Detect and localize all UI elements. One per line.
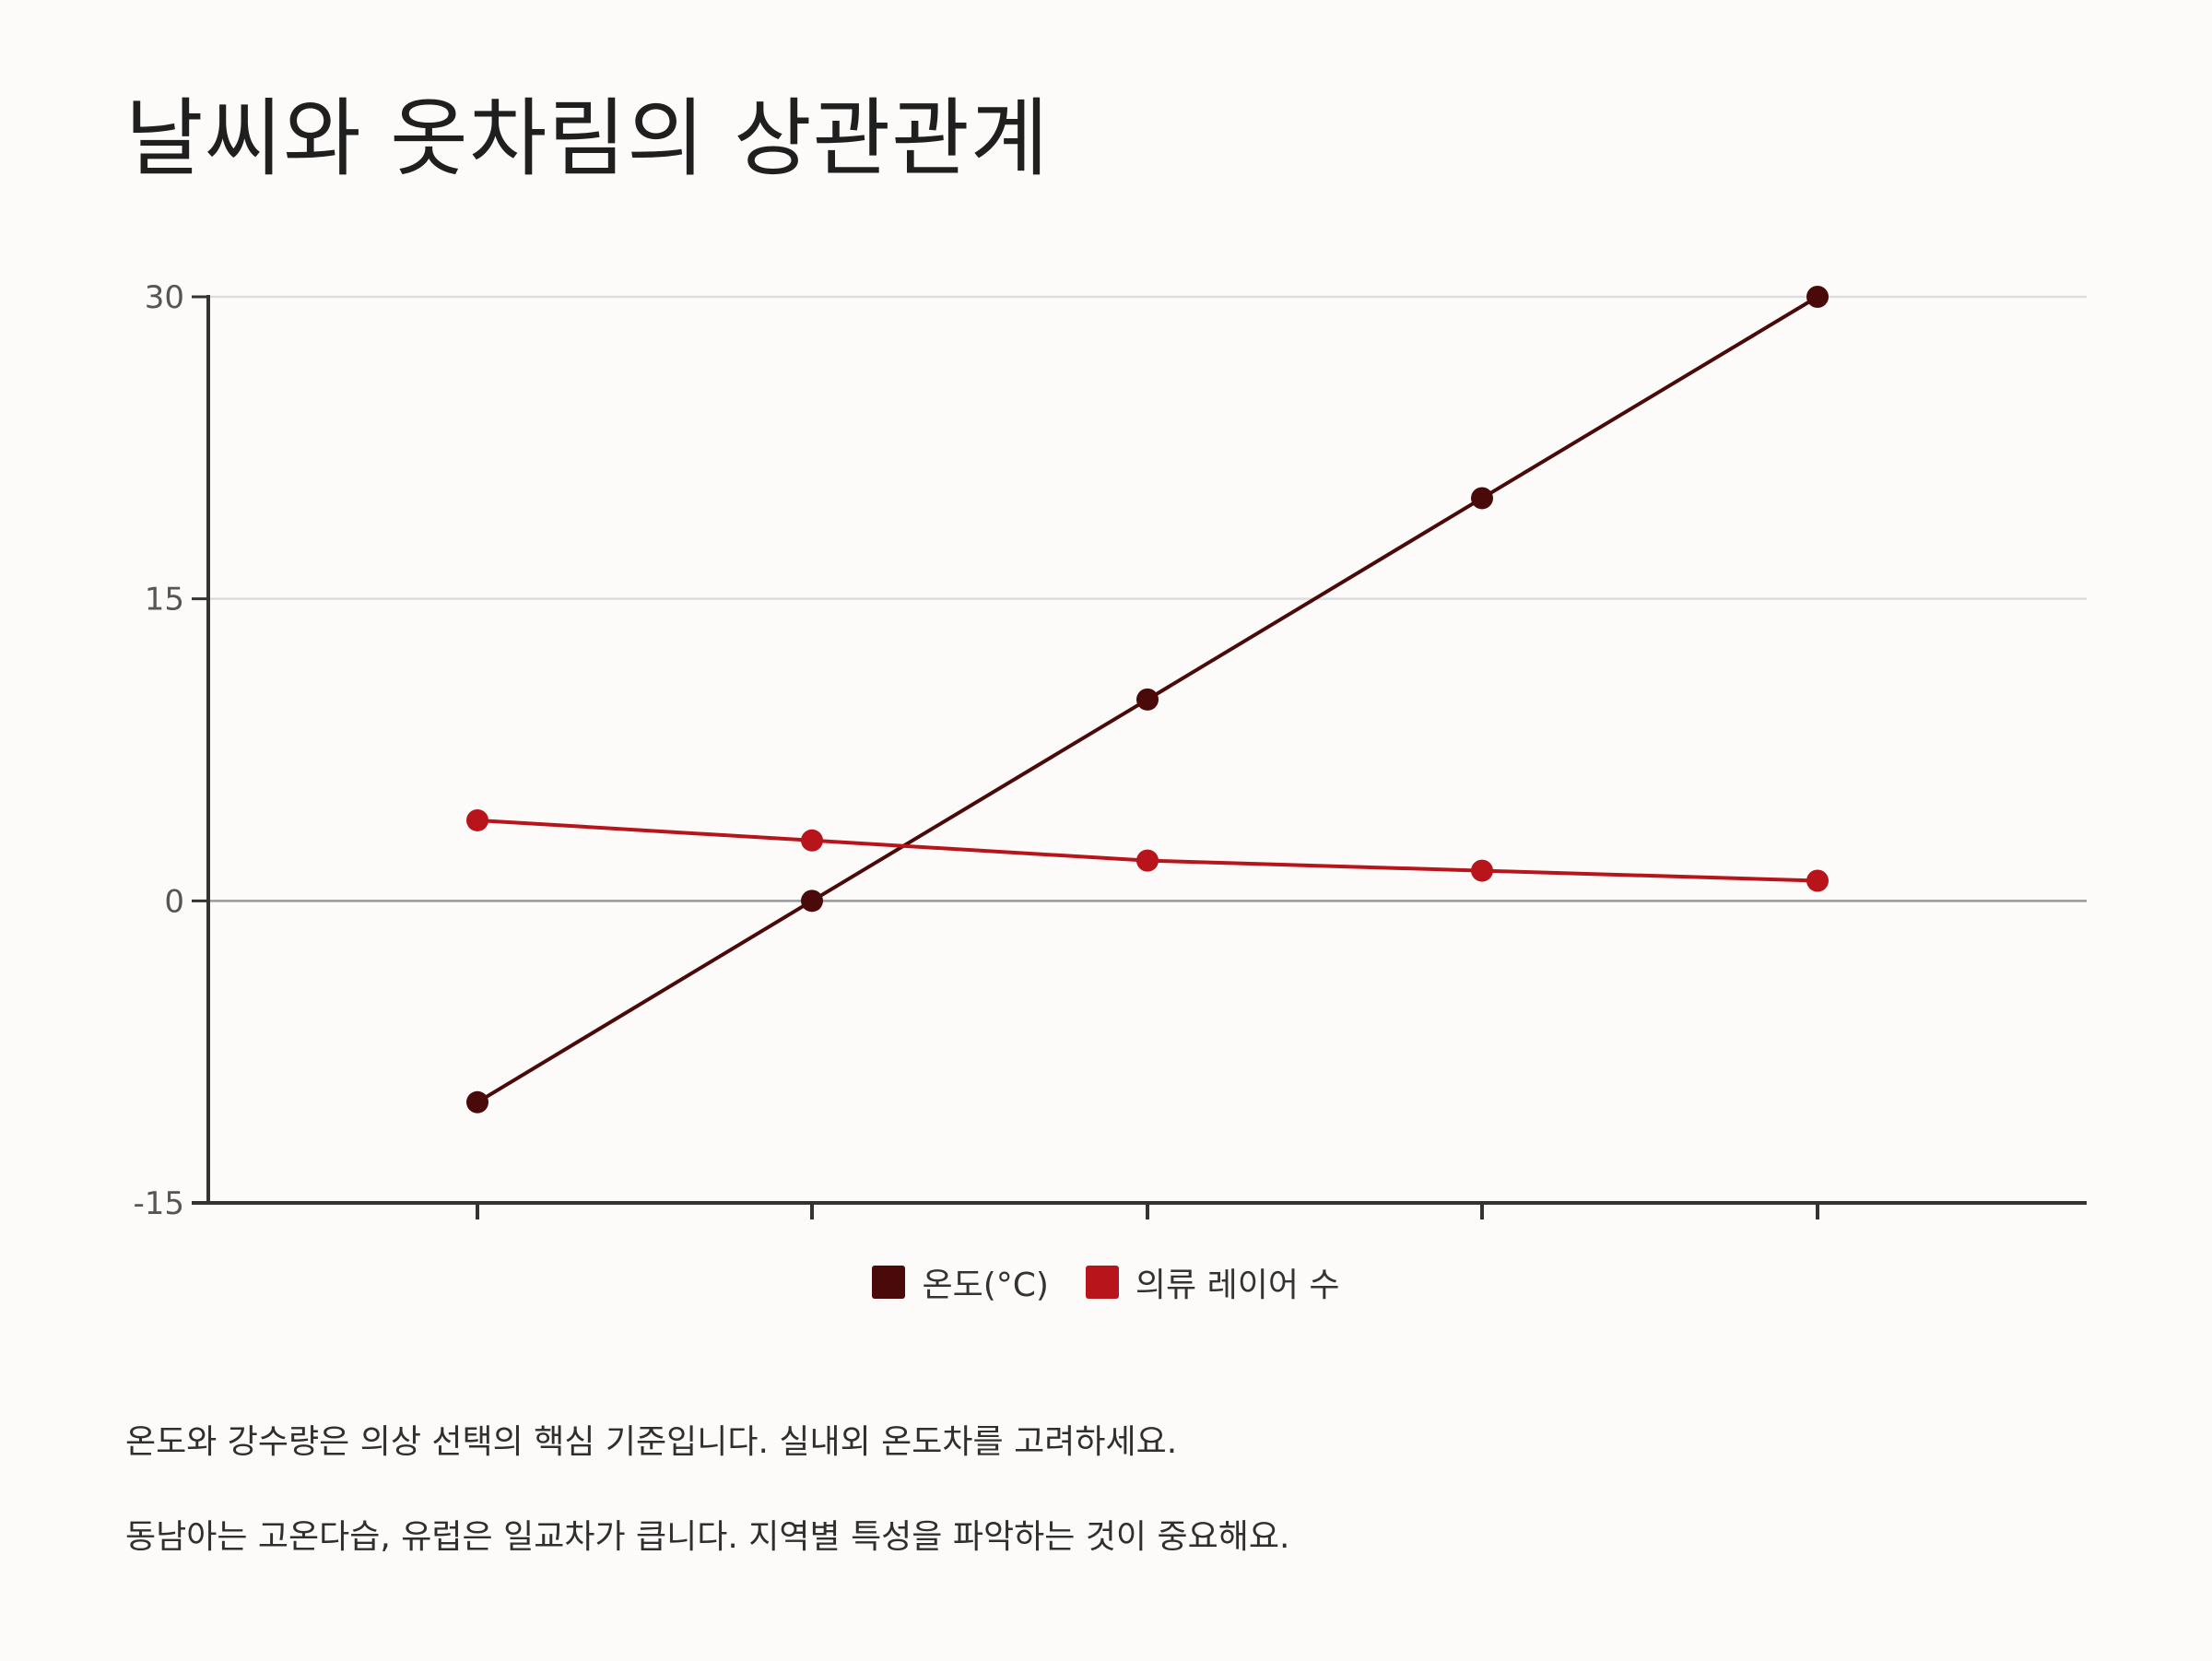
y-tick-label: -15	[133, 1185, 184, 1222]
chart-title: 날씨와 옷차림의 상관관계	[125, 89, 1050, 188]
y-tick-label: 30	[145, 279, 184, 316]
legend-swatch-layers	[1085, 1266, 1119, 1299]
series-layers-point	[1136, 849, 1159, 872]
series-layers-point	[1471, 859, 1493, 882]
line-chart: 30 15 0 -15	[133, 279, 2087, 1222]
legend-swatch-temperature	[872, 1266, 906, 1299]
note-text-1: 온도와 강수량은 의상 선택의 핵심 기준입니다. 실내외 온도차를 고려하세요…	[125, 1423, 1178, 1461]
legend-label-temperature: 온도(°C)	[922, 1266, 1049, 1304]
series-temperature-point	[466, 1090, 488, 1113]
series-temperature-point	[1136, 688, 1159, 711]
series-layers-point	[801, 829, 823, 852]
series-layers-point	[1806, 869, 1829, 892]
note-text-2: 동남아는 고온다습, 유럽은 일교차가 큽니다. 지역별 특성을 파악하는 것이…	[125, 1518, 1290, 1556]
y-tick-label: 0	[164, 883, 184, 920]
series-temperature-point	[801, 889, 823, 913]
legend-label-layers: 의류 레이어 수	[1135, 1266, 1340, 1304]
series-temperature-point	[1471, 487, 1493, 510]
series-layers-point	[466, 808, 488, 831]
series-temperature-point	[1806, 286, 1829, 308]
legend-item-layers[interactable]: 의류 레이어 수	[1085, 1258, 1340, 1306]
y-tick-label: 15	[145, 582, 184, 618]
legend-item-temperature[interactable]: 온도(°C)	[872, 1258, 1049, 1306]
chart-legend: 온도(°C) 의류 레이어 수	[0, 1258, 2212, 1306]
